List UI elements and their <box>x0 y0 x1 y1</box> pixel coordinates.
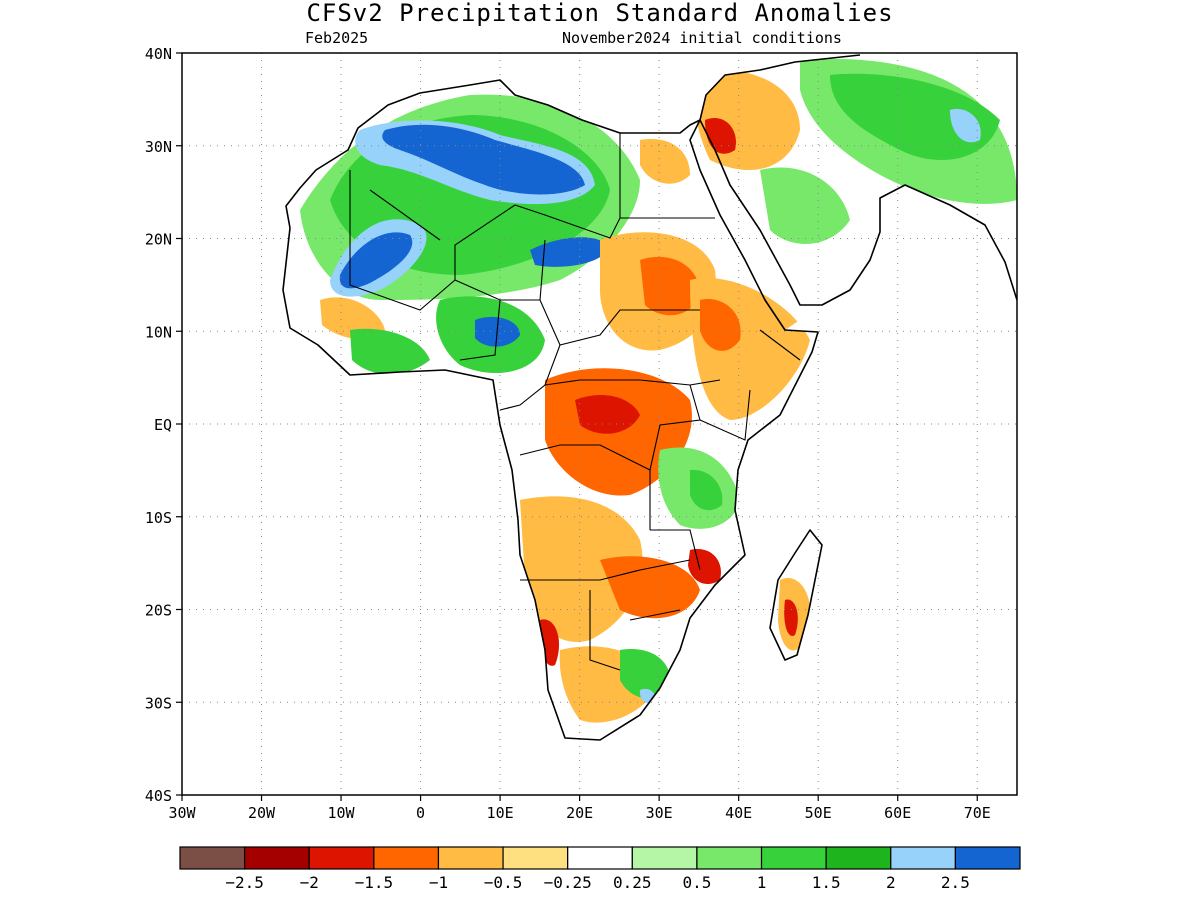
lon-label: 10E <box>487 804 514 822</box>
map-title: CFSv2 Precipitation Standard Anomalies <box>306 0 894 27</box>
colorbar-swatch <box>179 846 246 870</box>
colorbar <box>179 846 1021 870</box>
colorbar-swatch <box>502 846 569 870</box>
colorbar-tick-label: −0.5 <box>484 873 523 892</box>
colorbar-swatch <box>631 846 698 870</box>
latitude-labels: 40N 30N 20N 10N EQ 10S 20S 30S 40S <box>145 45 182 805</box>
lat-label: 40S <box>145 787 172 805</box>
colorbar-swatch <box>244 846 310 870</box>
colorbar-swatch <box>954 846 1021 870</box>
lat-label: 20N <box>145 231 172 249</box>
coastlines <box>282 54 1017 741</box>
valid-month-label: Feb2025 <box>305 29 369 47</box>
lat-label: 10S <box>145 509 172 527</box>
colorbar-tick-label: 2 <box>886 873 896 892</box>
colorbar-swatch <box>760 846 827 870</box>
colorbar-swatch <box>308 846 375 870</box>
lon-label: 0 <box>416 804 425 822</box>
colorbar-tick-label: −1.5 <box>355 873 394 892</box>
colorbar-tick-label: −2.5 <box>225 873 264 892</box>
anomaly-shading <box>283 55 1017 740</box>
lon-label: 20W <box>248 804 276 822</box>
colorbar-tick-labels: −2.5 −2 −1.5 −1 −0.5 −0.25 0.25 0.5 1 1.5 2 2.5 <box>225 873 969 892</box>
colorbar-tick-label: 1 <box>757 873 767 892</box>
colorbar-tick-label: 0.5 <box>682 873 711 892</box>
lat-label: 40N <box>145 45 172 63</box>
colorbar-swatch <box>567 846 633 870</box>
lat-label: 10N <box>145 323 172 341</box>
lon-label: 50E <box>805 804 832 822</box>
colorbar-swatch <box>890 846 956 870</box>
colorbar-swatch <box>696 846 763 870</box>
colorbar-swatch <box>373 846 440 870</box>
colorbar-swatch <box>825 846 892 870</box>
lat-label: 20S <box>145 602 172 620</box>
colorbar-tick-label: −2 <box>300 873 319 892</box>
colorbar-tick-label: 2.5 <box>941 873 970 892</box>
lat-label: EQ <box>154 416 172 434</box>
lon-label: 60E <box>884 804 911 822</box>
lon-label: 40E <box>725 804 752 822</box>
lon-label: 70E <box>964 804 991 822</box>
lon-label: 20E <box>566 804 593 822</box>
lon-label: 30E <box>646 804 673 822</box>
init-conditions-label: November2024 initial conditions <box>562 29 842 47</box>
colorbar-tick-label: −0.25 <box>544 873 592 892</box>
colorbar-tick-label: 1.5 <box>812 873 841 892</box>
country-borders <box>349 133 801 671</box>
lat-label: 30N <box>145 138 172 156</box>
longitude-labels: 30W 20W 10W 0 10E 20E 30E 40E 50E 60E 70E <box>168 795 991 822</box>
lon-label: 30W <box>168 804 196 822</box>
colorbar-swatch <box>437 846 504 870</box>
lat-lon-grid <box>182 53 1017 795</box>
lat-label: 30S <box>145 694 172 712</box>
lon-label: 10W <box>328 804 356 822</box>
colorbar-tick-label: −1 <box>429 873 448 892</box>
colorbar-tick-label: 0.25 <box>613 873 652 892</box>
